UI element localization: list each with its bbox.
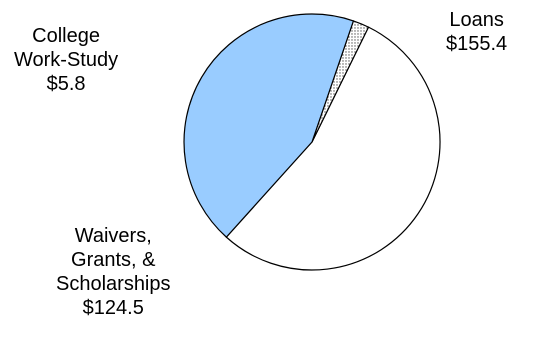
- slice-label-loans-value: $155.4: [446, 33, 508, 55]
- slice-label-waivers-line3: Scholarships: [56, 273, 171, 295]
- slice-label-work-study-value: $5.8: [46, 73, 86, 95]
- pie-slices: [183, 13, 441, 271]
- slice-label-work-study-line1: College: [32, 25, 100, 47]
- slice-label-loans-name: Loans: [449, 9, 504, 31]
- slice-label-waivers-line1: Waivers,: [74, 225, 152, 247]
- slice-label-waivers: Waivers, Grants, & Scholarships $124.5: [56, 224, 171, 320]
- slice-label-work-study-line2: Work-Study: [14, 49, 119, 71]
- slice-label-work-study: College Work-Study $5.8: [14, 24, 118, 96]
- slice-label-waivers-value: $124.5: [82, 297, 144, 319]
- slice-label-loans: Loans $155.4: [446, 8, 507, 56]
- pie-slice-waivers: [183, 13, 355, 238]
- slice-label-waivers-line2: Grants, &: [71, 249, 156, 271]
- pie-slice-loans: [225, 26, 441, 271]
